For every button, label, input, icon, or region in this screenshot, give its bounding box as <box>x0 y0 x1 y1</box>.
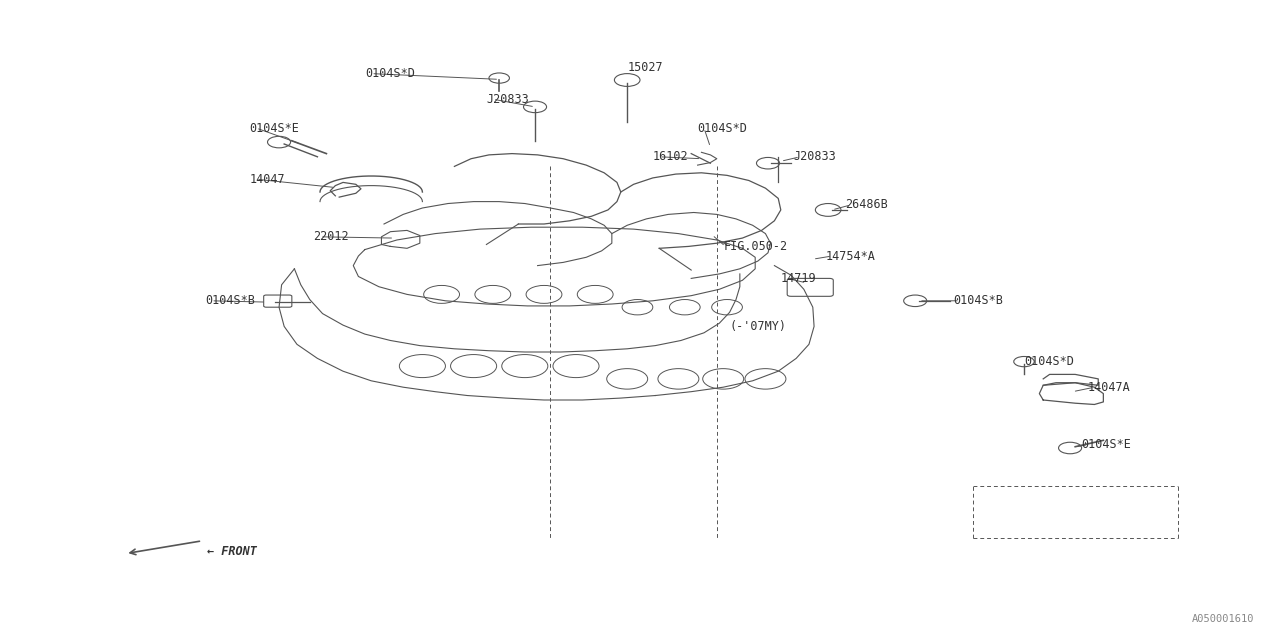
Text: 0104S*B: 0104S*B <box>954 294 1004 307</box>
Text: J20833: J20833 <box>486 93 529 106</box>
Text: 0104S*D: 0104S*D <box>1024 355 1074 368</box>
Text: FIG.050-2: FIG.050-2 <box>723 240 787 253</box>
Text: 0104S*E: 0104S*E <box>1082 438 1132 451</box>
Text: ← FRONT: ← FRONT <box>207 545 257 558</box>
Text: 22012: 22012 <box>314 230 349 243</box>
Text: (-'07MY): (-'07MY) <box>730 320 787 333</box>
Text: 0104S*E: 0104S*E <box>250 122 300 134</box>
Text: 26486B: 26486B <box>845 198 887 211</box>
Text: 16102: 16102 <box>653 150 689 163</box>
Text: J20833: J20833 <box>794 150 836 163</box>
Text: 14047: 14047 <box>250 173 285 186</box>
Text: 0104S*D: 0104S*D <box>698 122 748 134</box>
Text: 0104S*D: 0104S*D <box>365 67 415 80</box>
Text: 14719: 14719 <box>781 272 817 285</box>
Text: 0104S*B: 0104S*B <box>205 294 255 307</box>
Text: A050001610: A050001610 <box>1192 614 1254 624</box>
Text: 14047A: 14047A <box>1088 381 1130 394</box>
Text: 14754*A: 14754*A <box>826 250 876 262</box>
Text: 15027: 15027 <box>627 61 663 74</box>
